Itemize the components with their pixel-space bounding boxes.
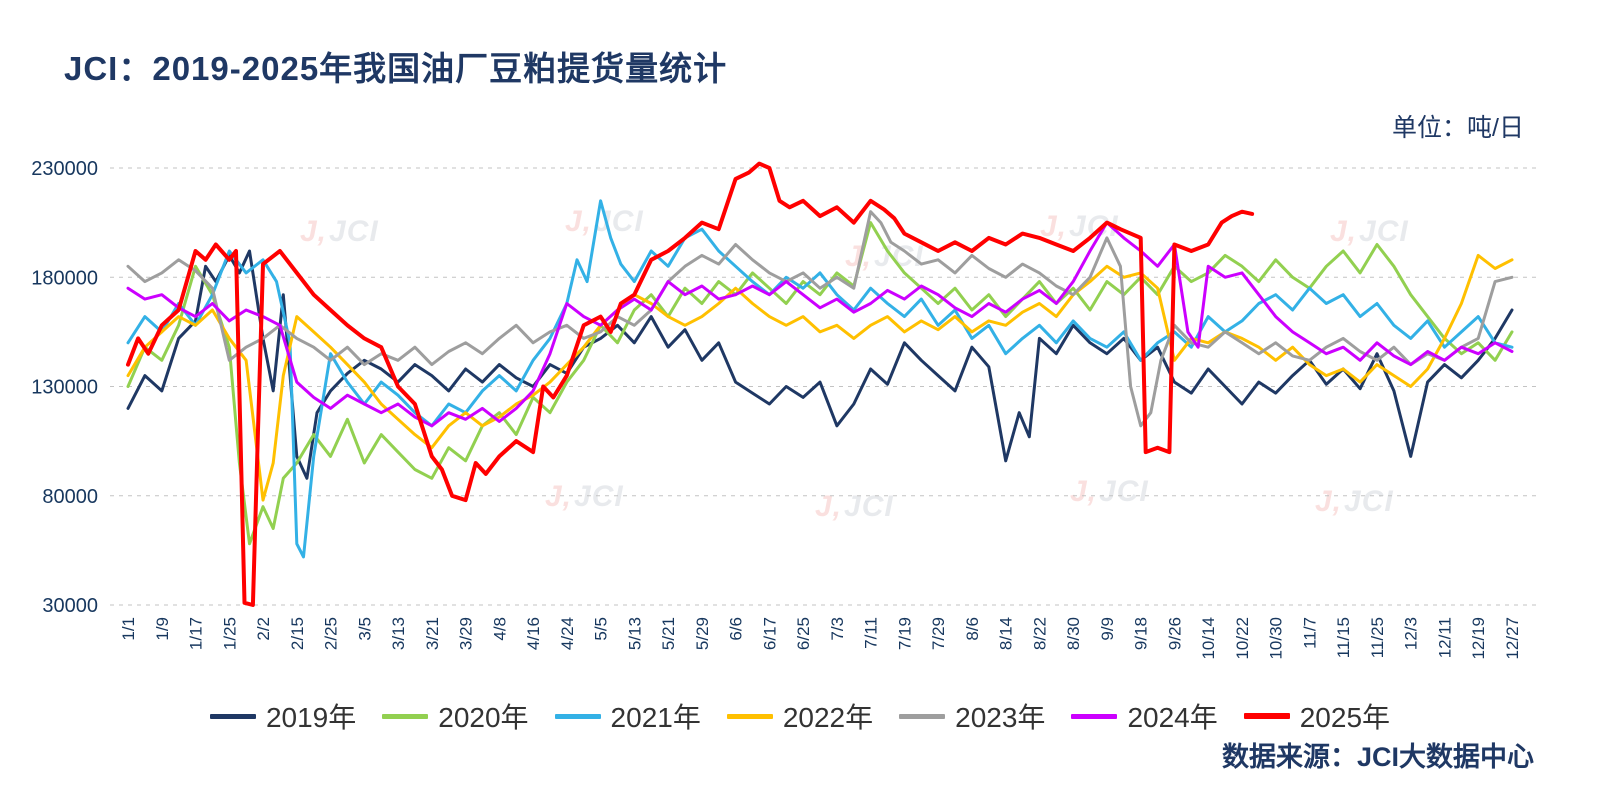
x-axis-tick-label: 12/11 [1435, 617, 1454, 658]
legend-label: 2021年 [610, 702, 701, 733]
x-axis-tick-label: 3/5 [355, 617, 374, 641]
series-line-2021年 [126, 199, 1514, 559]
legend-swatch [1243, 713, 1290, 719]
line-chart: 30000 80000 130000 180000 230000 1/1 1/9 1/17 1/… [31, 158, 1536, 660]
legend-label: 2025年 [1299, 702, 1391, 733]
x-axis-tick-label: 8/6 [963, 617, 982, 641]
x-axis-tick-label: 8/22 [1030, 617, 1049, 650]
x-axis-tick-label: 12/27 [1503, 617, 1522, 660]
legend-item: 2025年 [1243, 696, 1391, 736]
x-axis-tick-label: 11/7 [1300, 617, 1319, 649]
x-axis-tick-label: 10/30 [1267, 617, 1286, 660]
x-axis-tick-label: 6/25 [794, 617, 813, 650]
legend-label: 2019年 [265, 702, 357, 733]
legend-swatch [382, 713, 429, 719]
jci-watermark: J,JCI [545, 480, 624, 513]
x-axis-tick-label: 3/13 [389, 617, 408, 650]
legend-label: 2020年 [438, 702, 529, 733]
x-axis-tick-label: 7/3 [828, 617, 847, 641]
x-axis-tick-label: 7/11 [862, 617, 881, 649]
legend-label: 2024年 [1127, 702, 1218, 733]
x-axis-tick-label: 9/26 [1165, 617, 1184, 650]
x-axis-tick-label: 1/17 [187, 617, 206, 650]
legend-item: 2023年 [899, 696, 1045, 736]
x-axis-tick-label: 7/19 [895, 617, 914, 650]
legend-item: 2020年 [382, 696, 529, 736]
jci-watermark: J,JCI [1315, 485, 1394, 518]
legend-swatch [209, 713, 256, 719]
chart-legend: 2019年 2020年 2021年 2022年 2023年 2024年 2025年 [0, 696, 1600, 736]
series-line-2020年 [126, 221, 1514, 546]
y-axis-tick-label: 230000 [31, 158, 98, 180]
x-axis-tick-label: 12/3 [1402, 617, 1421, 650]
x-axis-tick-label: 6/6 [727, 617, 746, 641]
x-axis-tick-label: 11/15 [1334, 617, 1353, 658]
unit-label: 单位：吨/日 [1392, 114, 1524, 142]
series-line-2025年 [126, 161, 1255, 607]
legend-item: 2019年 [209, 696, 357, 736]
x-axis-tick-label: 9/18 [1132, 617, 1151, 650]
x-axis-tick-label: 4/24 [558, 617, 577, 650]
legend-item: 2021年 [554, 696, 701, 736]
x-axis-tick-label: 5/21 [659, 617, 678, 650]
legend-swatch [554, 713, 601, 719]
jci-watermark: J,JCI [300, 215, 379, 248]
x-axis-tick-label: 3/21 [423, 617, 442, 650]
x-axis-tick-label: 11/25 [1368, 617, 1387, 658]
x-axis-tick-label: 4/16 [524, 617, 543, 650]
x-axis-tick-label: 7/29 [929, 617, 948, 650]
x-axis-tick-label: 2/2 [254, 617, 273, 641]
y-axis-tick-label: 30000 [42, 595, 98, 617]
x-axis-tick-label: 4/8 [490, 617, 509, 641]
x-axis-tick-label: 8/14 [997, 617, 1016, 650]
legend-swatch [726, 713, 773, 719]
x-axis-tick-label: 1/9 [153, 617, 172, 641]
x-axis-tick-label: 5/5 [592, 617, 611, 641]
legend-label: 2023年 [955, 702, 1046, 733]
x-axis-tick-label: 10/14 [1199, 617, 1218, 660]
x-axis-tick-label: 9/9 [1098, 617, 1117, 641]
jci-watermark: J,JCI [1330, 215, 1409, 248]
y-axis-tick-label: 180000 [31, 267, 98, 289]
legend-label: 2022年 [782, 702, 874, 733]
x-axis-tick-label: 8/30 [1064, 617, 1083, 650]
legend-swatch [1071, 713, 1118, 719]
series-line-2019年 [126, 249, 1514, 480]
series-line-2023年 [126, 210, 1514, 428]
series-line-2022年 [126, 253, 1514, 502]
legend-item: 2024年 [1071, 696, 1218, 736]
x-axis-tick-label: 5/13 [625, 617, 644, 650]
legend-item: 2022年 [726, 696, 874, 736]
x-axis-tick-label: 2/15 [288, 617, 307, 650]
y-axis-tick-label: 130000 [31, 377, 98, 399]
x-axis-tick-label: 10/22 [1233, 617, 1252, 660]
x-axis-tick-label: 3/29 [457, 617, 476, 650]
x-axis-tick-label: 5/29 [693, 617, 712, 650]
x-axis-tick-label: 6/17 [760, 617, 779, 650]
x-axis-tick-label: 1/25 [220, 617, 239, 650]
page-title: JCI：2019-2025年我国油厂豆粕提货量统计 [64, 50, 728, 87]
legend-swatch [899, 713, 946, 719]
x-axis-tick-label: 1/1 [119, 617, 138, 641]
y-axis-tick-label: 80000 [42, 486, 98, 508]
x-axis-tick-label: 2/25 [322, 617, 341, 650]
data-source-label: 数据来源：JCI大数据中心 [1221, 742, 1534, 772]
x-axis-tick-label: 12/19 [1469, 617, 1488, 660]
series-line-2024年 [126, 221, 1514, 428]
jci-watermark: J,JCI [1070, 475, 1149, 508]
